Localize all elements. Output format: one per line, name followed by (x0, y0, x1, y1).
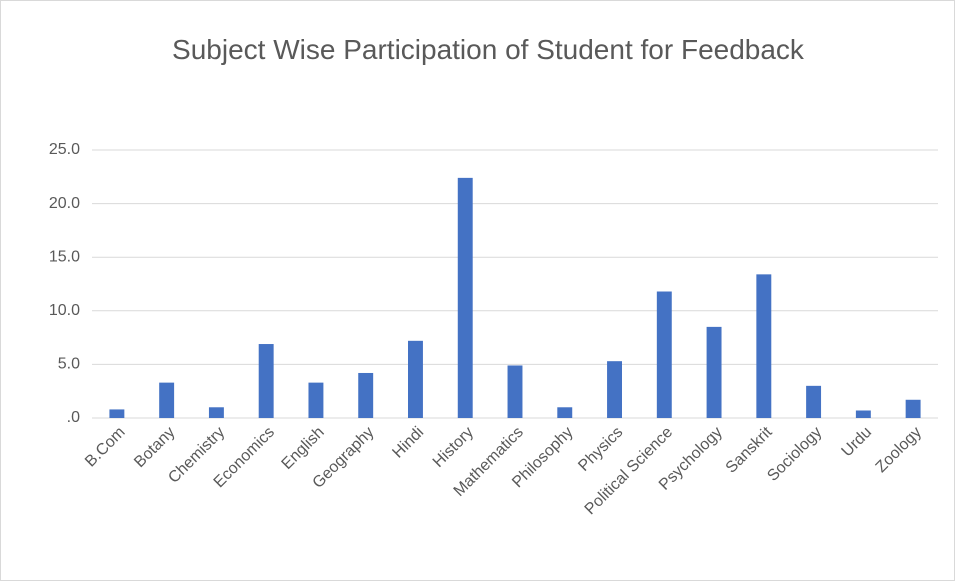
y-tick-label: 5.0 (58, 356, 80, 373)
bar (308, 382, 324, 418)
bar (358, 372, 374, 418)
bar (457, 177, 473, 418)
y-tick-label: 15.0 (49, 248, 80, 265)
y-tick-label: 10.0 (49, 302, 80, 319)
y-tick-label: 25.0 (49, 141, 80, 158)
bar (557, 407, 573, 418)
bar (109, 409, 125, 418)
y-tick-label: 20.0 (49, 195, 80, 212)
bar (855, 410, 871, 418)
bar (408, 340, 423, 418)
bar (507, 365, 523, 418)
chart-title: Subject Wise Participation of Student fo… (172, 34, 804, 65)
bar (607, 361, 622, 418)
bar (159, 382, 175, 418)
bar (905, 399, 921, 418)
bar (706, 326, 722, 418)
bar (208, 407, 224, 418)
bar (656, 291, 672, 418)
bar (806, 385, 822, 418)
bar (258, 344, 274, 418)
bar (756, 274, 772, 418)
y-tick-label: .0 (67, 409, 80, 426)
